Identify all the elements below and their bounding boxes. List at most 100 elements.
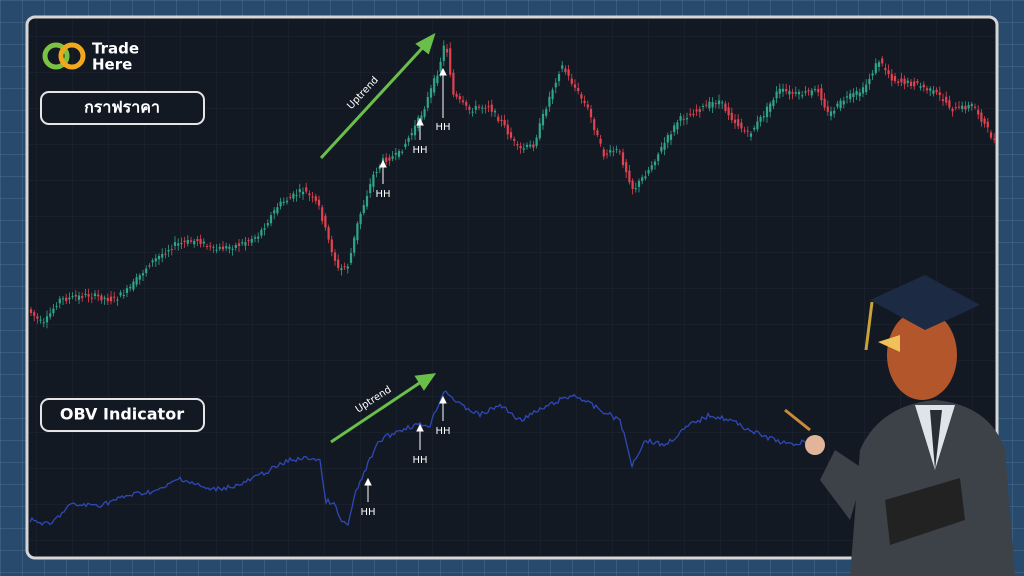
candle-body: [813, 88, 817, 90]
candle-body: [439, 61, 442, 72]
candle-body: [77, 295, 81, 300]
candle-body: [897, 81, 900, 83]
candle-body: [548, 96, 551, 107]
candle-body: [285, 200, 289, 203]
candle-body: [593, 119, 596, 130]
candle-body: [823, 98, 826, 108]
candle-body: [794, 92, 797, 94]
candle-body: [938, 92, 941, 96]
candle-body: [567, 69, 570, 76]
candle-body: [199, 239, 202, 244]
candle-body: [660, 146, 663, 152]
candle-body: [154, 258, 157, 262]
candle-body: [445, 48, 449, 53]
candle-body: [573, 84, 577, 88]
candle-body: [97, 294, 100, 297]
candle-body: [45, 316, 49, 323]
candle-body: [212, 246, 215, 248]
candle-body: [506, 124, 509, 135]
candle-body: [330, 239, 333, 253]
candle-body: [820, 88, 823, 101]
candle-body: [148, 265, 151, 267]
candle-body: [810, 90, 813, 96]
candle-body: [951, 108, 954, 112]
candle-body: [551, 89, 554, 100]
presenter-illustration: [784, 275, 1015, 576]
candle-body: [196, 238, 199, 242]
hh-label: HH: [435, 122, 450, 133]
candle-body: [90, 297, 93, 299]
candle-body: [429, 88, 433, 98]
candle-body: [58, 298, 61, 304]
candle-body: [877, 62, 881, 67]
candle-body: [314, 196, 317, 201]
hh-label: HH: [360, 507, 375, 518]
candle-body: [916, 81, 919, 83]
candle-body: [733, 119, 737, 124]
candle-body: [215, 249, 218, 251]
candle-body: [529, 144, 532, 147]
candle-body: [266, 223, 269, 226]
candle-body: [644, 176, 647, 179]
candle-body: [685, 118, 689, 120]
candle-body: [237, 243, 241, 247]
candle-body: [993, 138, 996, 140]
candle-body: [909, 81, 913, 87]
candle-body: [881, 58, 884, 64]
candle-body: [778, 88, 781, 94]
candle-body: [641, 177, 644, 181]
candle-body: [705, 104, 708, 106]
candle-body: [689, 114, 692, 116]
candle-body: [730, 112, 733, 121]
candle-body: [906, 80, 909, 83]
candle-body: [775, 91, 778, 99]
candle-body: [855, 91, 858, 95]
candle-body: [679, 116, 682, 121]
candle-body: [228, 246, 231, 249]
panel-label: กราฟราคา: [84, 98, 160, 117]
candle-body: [519, 146, 522, 149]
candle-body: [301, 191, 305, 195]
candle-body: [122, 295, 125, 297]
candle-body: [394, 152, 397, 155]
candle-body: [138, 275, 141, 280]
candle-body: [865, 84, 868, 92]
label-box: [40, 91, 205, 125]
candle-body: [167, 250, 170, 252]
candle-body: [596, 130, 599, 136]
candle-body: [929, 88, 932, 91]
candle-body: [589, 108, 593, 118]
candle-body: [349, 253, 353, 263]
candle-body: [141, 273, 145, 276]
candle-body: [663, 142, 666, 150]
candle-body: [961, 105, 964, 110]
candle-body: [532, 144, 535, 148]
candle-body: [765, 106, 769, 118]
candle-body: [465, 102, 468, 106]
logo-text: Here: [92, 56, 132, 74]
candle-body: [621, 152, 625, 166]
candle-body: [509, 132, 513, 138]
price-candles: [29, 40, 996, 329]
candle-body: [455, 94, 458, 97]
candle-body: [935, 89, 938, 93]
candle-body: [628, 170, 631, 183]
candle-body: [791, 92, 794, 94]
candle-body: [493, 110, 497, 113]
candle-body: [586, 104, 589, 108]
candle-body: [570, 78, 573, 84]
candle-body: [145, 268, 148, 274]
candle-body: [231, 248, 234, 250]
candle-body: [401, 151, 404, 153]
candle-body: [676, 122, 679, 130]
candle-body: [218, 247, 221, 249]
candle-body: [698, 109, 701, 113]
candle-body: [727, 107, 730, 116]
candle-body: [311, 196, 314, 198]
candle-body: [653, 161, 657, 166]
logo-icon: [58, 42, 86, 70]
candle-body: [474, 106, 477, 110]
hh-label: HH: [412, 145, 427, 156]
panel-label: OBV Indicator: [60, 405, 184, 424]
candle-body: [541, 113, 545, 126]
